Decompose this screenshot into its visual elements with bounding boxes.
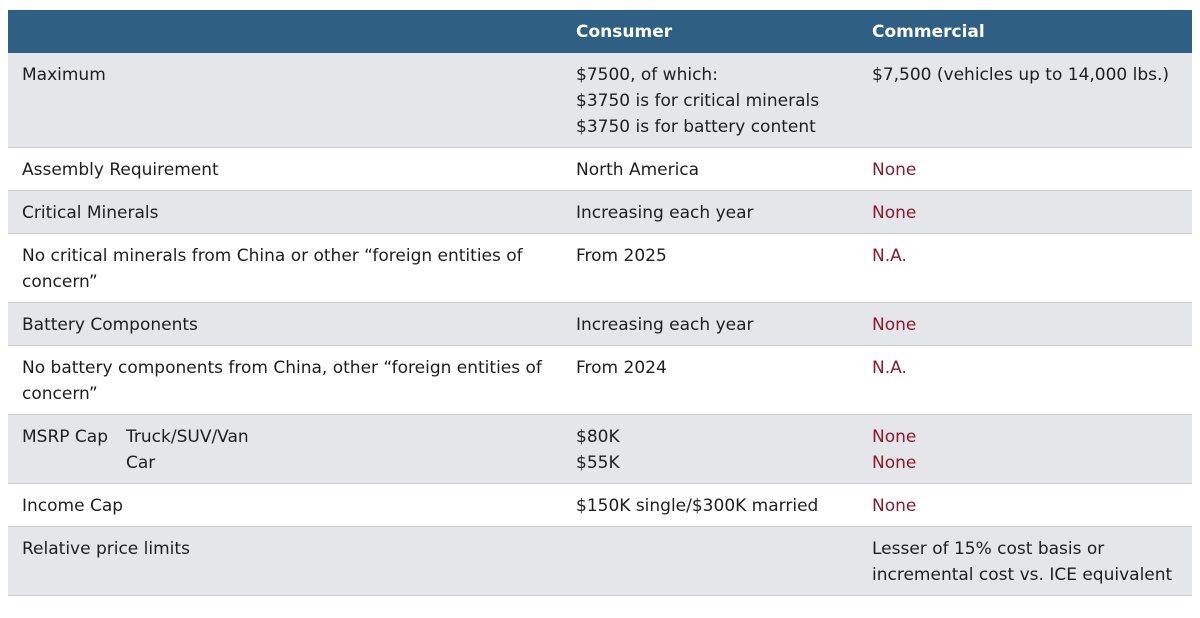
- commercial-cell: $7,500 (vehicles up to 14,000 lbs.): [858, 53, 1192, 148]
- consumer-cell: Increasing each year: [562, 302, 858, 346]
- table-row: Income Cap $150K single/$300K married None: [8, 483, 1192, 527]
- row-label: Maximum: [22, 65, 106, 85]
- label-cell: Assembly Requirement: [8, 147, 562, 191]
- commercial-value: Lesser of 15% cost basis or: [872, 539, 1105, 559]
- consumer-value: $3750 is for battery content: [576, 117, 816, 137]
- header-cell: Commercial: [858, 10, 1192, 53]
- commercial-cell: None: [858, 302, 1192, 346]
- commercial-value: None: [872, 496, 917, 516]
- commercial-cell: None None: [858, 414, 1192, 484]
- row-label: Battery Components: [22, 315, 198, 335]
- row-label: No battery components from China, other …: [22, 358, 542, 404]
- commercial-cell: None: [858, 147, 1192, 191]
- row-label: MSRP Cap: [22, 427, 109, 447]
- table-body: Maximum $7500, of which: $3750 is for crit…: [8, 53, 1192, 596]
- label-cell: Battery Components: [8, 302, 562, 346]
- table-row: Relative price limits Lesser of 15% cost …: [8, 526, 1192, 596]
- row-label: Assembly Requirement: [22, 160, 219, 180]
- table-row: Maximum $7500, of which: $3750 is for crit…: [8, 53, 1192, 148]
- table-row: No battery components from China, other …: [8, 345, 1192, 415]
- commercial-value: None: [872, 453, 917, 473]
- table-row: No critical minerals from China or other…: [8, 233, 1192, 303]
- consumer-cell: From 2024: [562, 345, 858, 415]
- label-cell: No battery components from China, other …: [8, 345, 562, 415]
- consumer-cell: North America: [562, 147, 858, 191]
- commercial-cell: Lesser of 15% cost basis or incremental c…: [858, 526, 1192, 596]
- sublabels: Truck/SUV/Van Car: [126, 424, 249, 476]
- commercial-value: N.A.: [872, 358, 907, 378]
- table-row: Battery Components Increasing each year No…: [8, 302, 1192, 346]
- header-row: Consumer Commercial: [8, 10, 1192, 53]
- commercial-value: N.A.: [872, 246, 907, 266]
- consumer-value: $150K single/$300K married: [576, 496, 819, 516]
- consumer-value: Increasing each year: [576, 203, 754, 223]
- table-row: Assembly Requirement North America None: [8, 147, 1192, 191]
- header-cell: [8, 10, 562, 53]
- label-cell: Critical Minerals: [8, 190, 562, 234]
- commercial-cell: N.A.: [858, 233, 1192, 303]
- row-label: Critical Minerals: [22, 203, 159, 223]
- label-cell: Relative price limits: [8, 526, 562, 596]
- consumer-value: $7500, of which:: [576, 65, 718, 85]
- consumer-cell: $150K single/$300K married: [562, 483, 858, 527]
- sublabel: Car: [126, 453, 156, 473]
- commercial-value: None: [872, 203, 917, 223]
- table-row: Critical Minerals Increasing each year Non…: [8, 190, 1192, 234]
- label-cell: No critical minerals from China or other…: [8, 233, 562, 303]
- commercial-value: None: [872, 315, 917, 335]
- consumer-cell: $80K $55K: [562, 414, 858, 484]
- commercial-cell: None: [858, 483, 1192, 527]
- consumer-cell: $7500, of which: $3750 is for critical mi…: [562, 53, 858, 148]
- row-label: No critical minerals from China or other…: [22, 246, 523, 292]
- consumer-value: From 2024: [576, 358, 667, 378]
- commercial-value: $7,500 (vehicles up to 14,000 lbs.): [872, 65, 1170, 85]
- commercial-value: None: [872, 427, 917, 447]
- commercial-value: incremental cost vs. ICE equivalent: [872, 565, 1173, 585]
- label-cell: Maximum: [8, 53, 562, 148]
- commercial-cell: N.A.: [858, 345, 1192, 415]
- consumer-cell: [562, 526, 858, 596]
- label-cell: Income Cap: [8, 483, 562, 527]
- commercial-value: None: [872, 160, 917, 180]
- label-cell: MSRP Cap Truck/SUV/Van Car: [8, 414, 562, 484]
- row-label: Income Cap: [22, 496, 124, 516]
- consumer-value: North America: [576, 160, 700, 180]
- header-cell: Consumer: [562, 10, 858, 53]
- consumer-value: $80K: [576, 427, 620, 447]
- sublabel: Truck/SUV/Van: [126, 427, 249, 447]
- comparison-table: Consumer Commercial Maximum $7500, of whi…: [8, 10, 1192, 596]
- consumer-value: From 2025: [576, 246, 667, 266]
- consumer-value: $55K: [576, 453, 620, 473]
- commercial-cell: None: [858, 190, 1192, 234]
- consumer-value: $3750 is for critical minerals: [576, 91, 820, 111]
- consumer-cell: From 2025: [562, 233, 858, 303]
- consumer-cell: Increasing each year: [562, 190, 858, 234]
- consumer-value: Increasing each year: [576, 315, 754, 335]
- row-label: Relative price limits: [22, 539, 190, 559]
- table-row: MSRP Cap Truck/SUV/Van Car $80K $55K None None: [8, 414, 1192, 484]
